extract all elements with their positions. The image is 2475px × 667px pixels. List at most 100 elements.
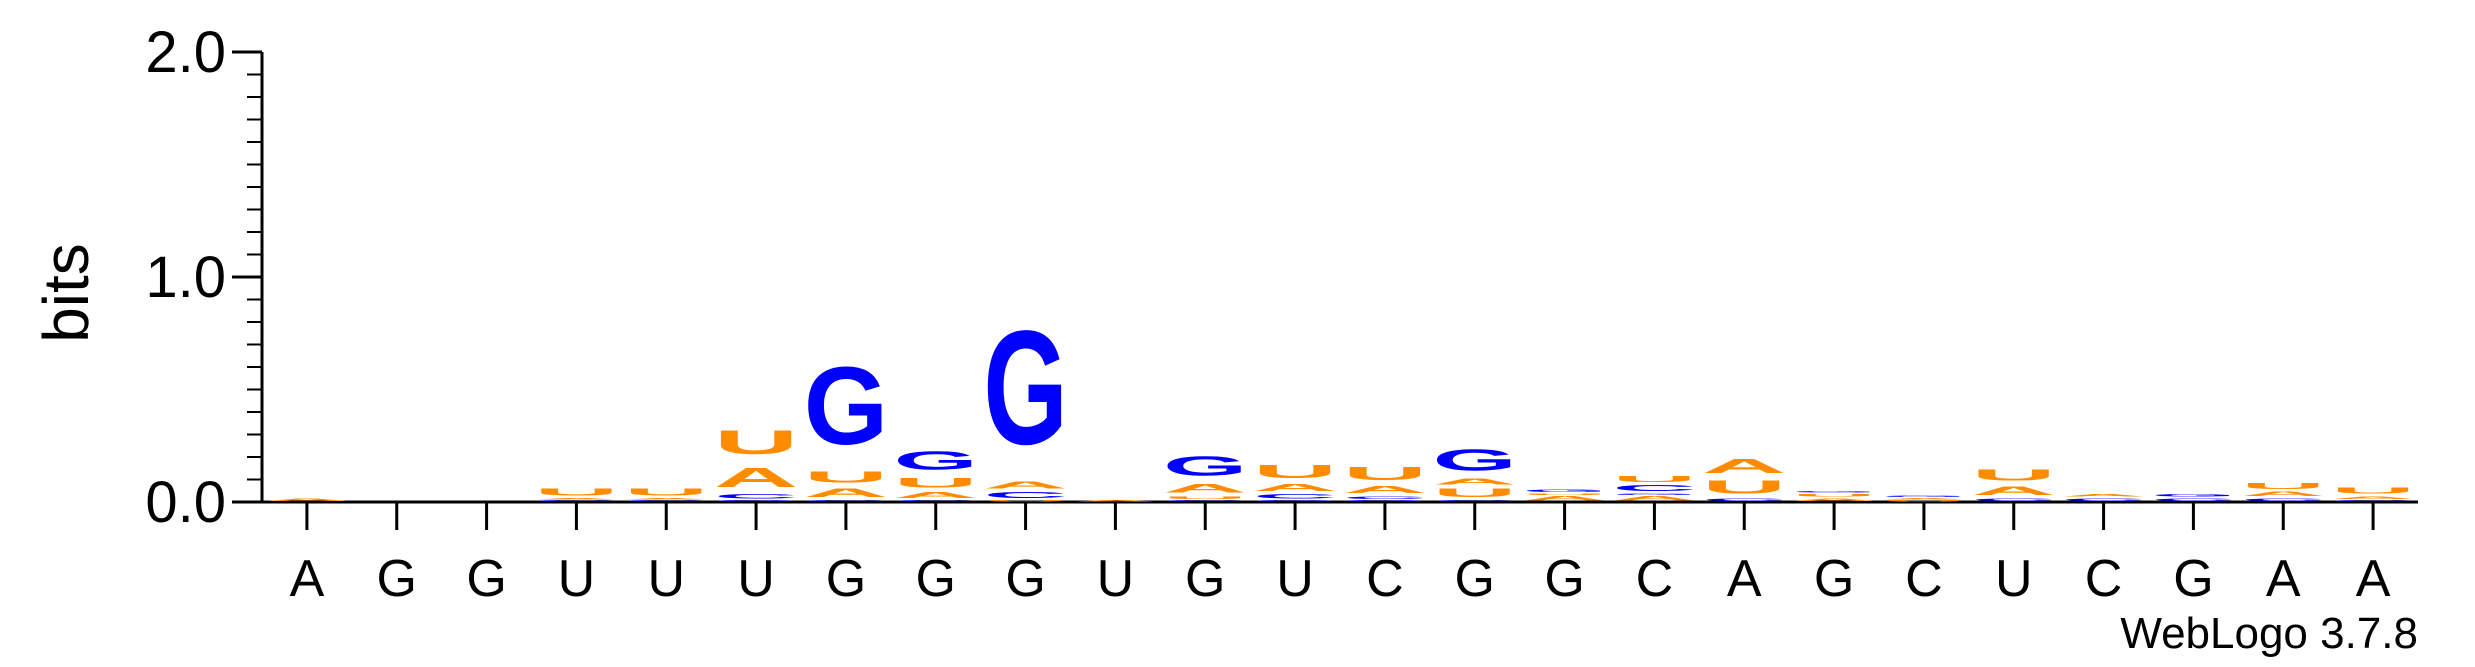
logo-letter-c: C bbox=[983, 491, 1067, 500]
y-tick-label: 0.0 bbox=[145, 470, 226, 535]
letter-stack: AUG bbox=[1792, 491, 1876, 502]
logo-letter-g: G bbox=[714, 500, 798, 502]
logo-letter-u: U bbox=[983, 500, 1067, 502]
letter-stack: CA bbox=[2061, 493, 2145, 502]
letter-stack: CAU bbox=[624, 486, 708, 502]
x-tick-label: G bbox=[1005, 550, 1045, 608]
logo-letter-a: A bbox=[983, 479, 1067, 490]
logo-letter-a: A bbox=[804, 486, 888, 499]
logo-letter-g: G bbox=[1882, 495, 1966, 497]
logo-letter-c: C bbox=[2061, 497, 2145, 502]
logo-letter-g: G bbox=[1612, 493, 1696, 495]
logo-letter-u: U bbox=[1702, 477, 1786, 497]
logo-letter-u: U bbox=[1343, 464, 1427, 484]
x-tick-label: A bbox=[290, 550, 325, 608]
logo-letter-c: C bbox=[1612, 484, 1696, 493]
x-tick-label: U bbox=[558, 550, 596, 608]
logo-letter-c: C bbox=[2241, 497, 2325, 502]
logo-letter-u: U bbox=[1163, 495, 1247, 500]
letter-stack: AUG bbox=[1522, 489, 1606, 502]
x-tick-label: G bbox=[1814, 550, 1854, 608]
logo-letter-a: A bbox=[894, 491, 978, 500]
x-tick-label: U bbox=[1995, 550, 2033, 608]
logo-letter-g: G bbox=[983, 298, 1067, 479]
letter-stack: UAG bbox=[1882, 495, 1966, 502]
letter-stack: A bbox=[265, 497, 349, 502]
x-tick-label: G bbox=[916, 550, 956, 608]
logo-letter-c: C bbox=[804, 500, 888, 502]
logo-letter-a: A bbox=[1073, 500, 1157, 502]
logo-letter-a: A bbox=[1253, 482, 1337, 493]
logo-letter-g: G bbox=[1433, 443, 1517, 477]
logo-letter-u: U bbox=[624, 486, 708, 497]
logo-letter-a: A bbox=[1612, 495, 1696, 502]
logo-letter-c: C bbox=[1702, 497, 1786, 502]
logo-letter-g: G bbox=[2151, 493, 2235, 497]
x-tick-label: G bbox=[826, 550, 866, 608]
x-tick-label: G bbox=[377, 550, 417, 608]
logo-letter-a: A bbox=[1433, 477, 1517, 486]
x-tick-label: G bbox=[2173, 550, 2213, 608]
letter-stack: CAU bbox=[534, 486, 618, 502]
logo-letter-c: C bbox=[624, 500, 708, 502]
logo-letter-c: C bbox=[1433, 500, 1517, 502]
logo-letter-g: G bbox=[894, 446, 978, 475]
letter-stack: CAU bbox=[1972, 466, 2056, 502]
logo-letter-a: A bbox=[624, 497, 708, 499]
logo-letter-c: C bbox=[894, 500, 978, 502]
letter-stack: CG bbox=[2151, 493, 2235, 502]
logo-letter-c: C bbox=[1253, 493, 1337, 500]
logo-letter-u: U bbox=[2331, 486, 2415, 495]
logo-letter-c: C bbox=[2151, 497, 2235, 502]
x-tick-label: C bbox=[2085, 550, 2123, 608]
x-tick-label: G bbox=[1185, 550, 1225, 608]
x-tick-label: C bbox=[1905, 550, 1943, 608]
x-tick-label: U bbox=[1276, 550, 1314, 608]
logo-letter-u: U bbox=[1253, 461, 1337, 481]
logo-letter-u: U bbox=[804, 468, 888, 486]
logo-letter-g: G bbox=[1522, 489, 1606, 493]
logo-letter-a: A bbox=[2331, 495, 2415, 500]
y-tick-label: 2.0 bbox=[145, 20, 226, 85]
logo-letter-a: A bbox=[1882, 497, 1966, 499]
letter-stack: CAU bbox=[2331, 486, 2415, 502]
logo-letter-a: A bbox=[265, 497, 349, 502]
logo-letter-u: U bbox=[894, 475, 978, 491]
logo-letter-a: A bbox=[1972, 484, 2056, 497]
logo-letter-a: A bbox=[1702, 455, 1786, 478]
credit-label: WebLogo 3.7.8 bbox=[2120, 609, 2418, 658]
logo-letter-a: A bbox=[2061, 493, 2145, 498]
logo-letter-u: U bbox=[1522, 493, 1606, 495]
x-tick-label: A bbox=[2356, 550, 2391, 608]
logo-letter-c: C bbox=[534, 500, 618, 502]
logo-letter-a: A bbox=[1522, 495, 1606, 502]
logo-letter-g: G bbox=[1163, 450, 1247, 482]
logo-letter-c: C bbox=[714, 493, 798, 500]
logo-letter-g: G bbox=[1792, 491, 1876, 493]
logo-letter-a: A bbox=[1163, 482, 1247, 495]
x-tick-label: U bbox=[1097, 550, 1135, 608]
x-tick-label: U bbox=[737, 550, 775, 608]
y-tick-label: 1.0 bbox=[145, 245, 226, 310]
logo-letter-a: A bbox=[1792, 497, 1876, 502]
logo-letter-a: A bbox=[2241, 491, 2325, 498]
x-tick-label: A bbox=[1727, 550, 1762, 608]
x-tick-label: G bbox=[466, 550, 506, 608]
logo-letter-u: U bbox=[1882, 500, 1966, 502]
logo-letter-c: C bbox=[1163, 500, 1247, 502]
letter-stack: CAU bbox=[2241, 482, 2325, 502]
x-tick-label: G bbox=[1544, 550, 1584, 608]
logo-letter-u: U bbox=[534, 486, 618, 497]
logo-letter-u: U bbox=[714, 423, 798, 461]
logo-letter-g: G bbox=[1343, 500, 1427, 502]
